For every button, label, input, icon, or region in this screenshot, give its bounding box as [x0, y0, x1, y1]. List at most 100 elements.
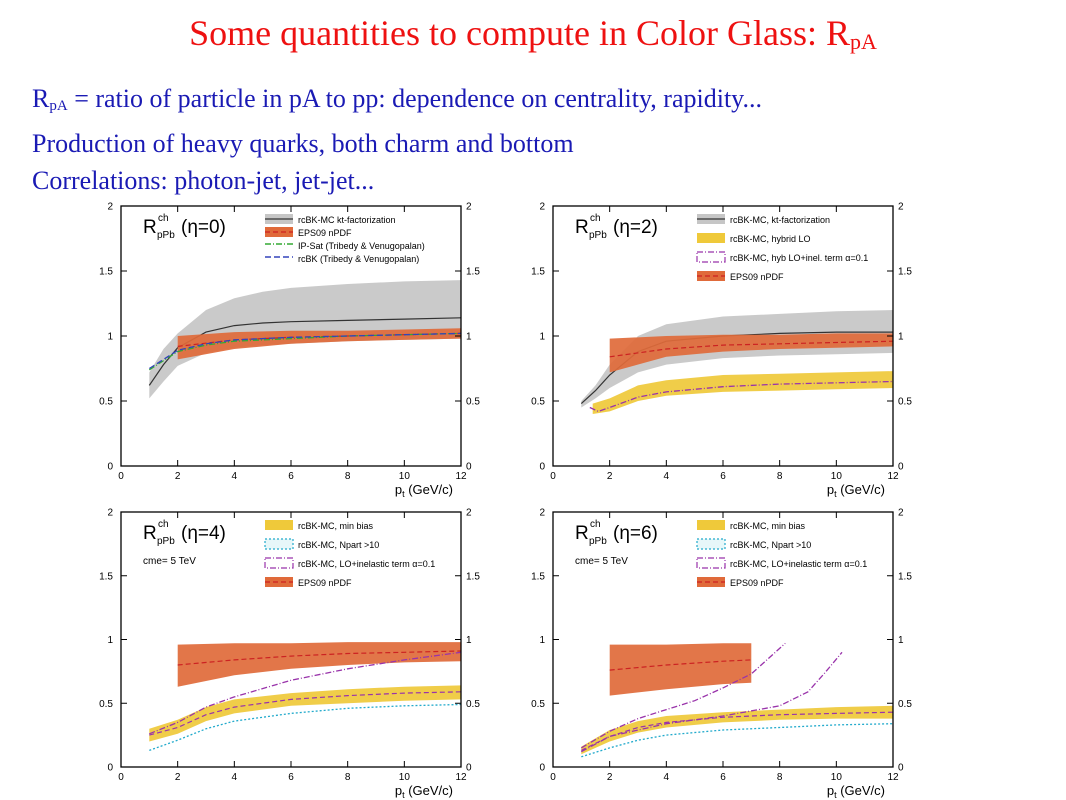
x-tick-label: 0 — [550, 772, 556, 783]
legend-swatch-3 — [265, 577, 293, 587]
y-tick-label: 1.5 — [99, 267, 113, 278]
series-central-line-1 — [149, 691, 462, 736]
panel-label-symbol: R — [575, 523, 589, 544]
x-tick-label: 10 — [399, 471, 411, 482]
legend-swatch-2 — [696, 251, 726, 263]
legend-label-1: rcBK-MC, Npart >10 — [298, 540, 379, 550]
series-band-1 — [149, 685, 462, 742]
x-axis-label-sub: t — [402, 489, 405, 499]
x-axis-label-unit: (GeV/c) — [837, 783, 885, 798]
y-tick-label-right: 1 — [466, 332, 472, 343]
x-tick-label: 12 — [455, 772, 467, 783]
x-axis-label: pt (GeV/c) — [827, 783, 885, 800]
y-tick-label-right: 0.5 — [466, 699, 480, 710]
series-central-line-0 — [177, 650, 462, 666]
legend-swatch-2 — [696, 557, 726, 569]
y-tick-label: 0.5 — [99, 397, 113, 408]
legend-label-2: IP-Sat (Tribedy & Venugopalan) — [298, 241, 425, 251]
y-tick-label: 0.5 — [531, 397, 545, 408]
x-tick-label: 2 — [175, 772, 181, 783]
bullet-list: RpA = ratio of particle in pA to pp: dep… — [32, 80, 762, 199]
y-tick-label-right: 0.5 — [466, 397, 480, 408]
legend-label-3: rcBK (Tribedy & Venugopalan) — [298, 254, 419, 264]
panel-label-sup: ch — [590, 213, 601, 224]
series-line-2 — [148, 332, 462, 371]
bullet-1-sub: pA — [49, 98, 68, 114]
panel-label-sub: pPb — [589, 536, 607, 547]
x-tick-label: 8 — [777, 772, 783, 783]
x-axis-label-sub: t — [834, 790, 837, 800]
series-central-line-0 — [609, 659, 752, 671]
series-band-0 — [177, 642, 461, 687]
slide-title: Some quantities to compute in Color Glas… — [0, 12, 1066, 55]
chart-panel-eta4: 0 2 4 6 8 10 120 00.5 0.51 11.5 1.52 2pt (GeV/c)R ch… — [99, 508, 480, 800]
series-band-2 — [592, 371, 893, 414]
x-tick-label: 4 — [232, 772, 238, 783]
y-tick-label-right: 0 — [466, 763, 472, 774]
series-line-4 — [580, 651, 843, 753]
legend-swatch-0 — [265, 520, 293, 530]
x-axis-label: pt (GeV/c) — [395, 783, 453, 800]
y-tick-label-right: 0.5 — [898, 699, 912, 710]
series-band-0 — [609, 643, 752, 696]
chart-panel-eta2: 0 2 4 6 8 10 120 00.5 0.51 11.5 1.52 2pt (GeV/c)R ch… — [531, 202, 912, 500]
legend-swatch-1 — [697, 233, 725, 243]
bullet-1-pre: R — [32, 84, 50, 113]
panel-label-symbol: R — [575, 217, 589, 238]
panel-note: cme= 5 TeV — [575, 556, 628, 567]
series-central-line-1 — [609, 340, 894, 358]
y-tick-label-right: 0 — [466, 462, 472, 473]
x-tick-label: 2 — [175, 471, 181, 482]
panel-label-symbol: R — [143, 523, 157, 544]
x-axis-label-main: p — [395, 783, 402, 798]
x-axis-label-main: p — [827, 482, 834, 497]
panel-label-sub: pPb — [157, 536, 175, 547]
y-tick-label: 1.5 — [531, 267, 545, 278]
series-line-3 — [580, 642, 786, 749]
y-tick-label-right: 2 — [898, 508, 904, 519]
legend-label-3: EPS09 nPDF — [730, 272, 784, 282]
series-line-3 — [148, 332, 462, 370]
x-axis-label: pt (GeV/c) — [827, 482, 885, 499]
x-axis-label-unit: (GeV/c) — [837, 482, 885, 497]
legend-label-2: rcBK-MC, LO+inelastic term α=0.1 — [730, 559, 867, 569]
legend-label-1: EPS09 nPDF — [298, 228, 352, 238]
panel-label-symbol: R — [143, 217, 157, 238]
legend-label-0: rcBK-MC, kt-factorization — [730, 215, 830, 225]
y-tick-label-right: 1 — [466, 635, 472, 646]
y-tick-label: 1 — [107, 635, 113, 646]
legend-label-0: rcBK-MC, min bias — [730, 521, 806, 531]
y-tick-label: 1 — [539, 635, 545, 646]
legend-label-3: EPS09 nPDF — [730, 578, 784, 588]
series-line-3 — [149, 651, 462, 735]
x-tick-label: 12 — [455, 471, 467, 482]
y-tick-label: 1.5 — [531, 571, 545, 582]
slide-title-main: Some quantities to compute in Color Glas… — [189, 13, 851, 53]
panel-label-sup: ch — [590, 519, 601, 530]
y-tick-label: 1.5 — [99, 571, 113, 582]
x-tick-label: 2 — [607, 772, 613, 783]
y-tick-label-right: 2 — [466, 508, 472, 519]
legend-swatch-0 — [697, 520, 725, 530]
y-tick-label: 0 — [107, 462, 113, 473]
x-axis-label-unit: (GeV/c) — [405, 482, 453, 497]
legend-swatch-3 — [697, 577, 725, 587]
y-tick-label: 1 — [107, 332, 113, 343]
x-tick-label: 8 — [345, 471, 351, 482]
panel-label-arg: (η=6) — [613, 523, 658, 544]
x-tick-label: 0 — [550, 471, 556, 482]
y-tick-label-right: 2 — [898, 202, 904, 213]
chart-panel-eta0: 0 2 4 6 8 10 120 00.5 0.51 11.5 1.52 2pt (GeV/c)R ch… — [99, 202, 480, 500]
y-tick-label: 2 — [539, 508, 545, 519]
series-line-2 — [581, 723, 894, 758]
y-tick-label-right: 1.5 — [466, 571, 480, 582]
y-tick-label-right: 1.5 — [898, 571, 912, 582]
series-band-1 — [177, 328, 461, 360]
chart-panel-eta6: 0 2 4 6 8 10 120 00.5 0.51 11.5 1.52 2pt (GeV/c)R ch… — [531, 508, 912, 800]
x-tick-label: 12 — [887, 471, 899, 482]
x-tick-label: 12 — [887, 772, 899, 783]
bullet-2: Production of heavy quarks, both charm a… — [32, 125, 762, 162]
legend-label-1: rcBK-MC, hybrid LO — [730, 234, 811, 244]
x-tick-label: 6 — [720, 772, 726, 783]
x-tick-label: 2 — [607, 471, 613, 482]
